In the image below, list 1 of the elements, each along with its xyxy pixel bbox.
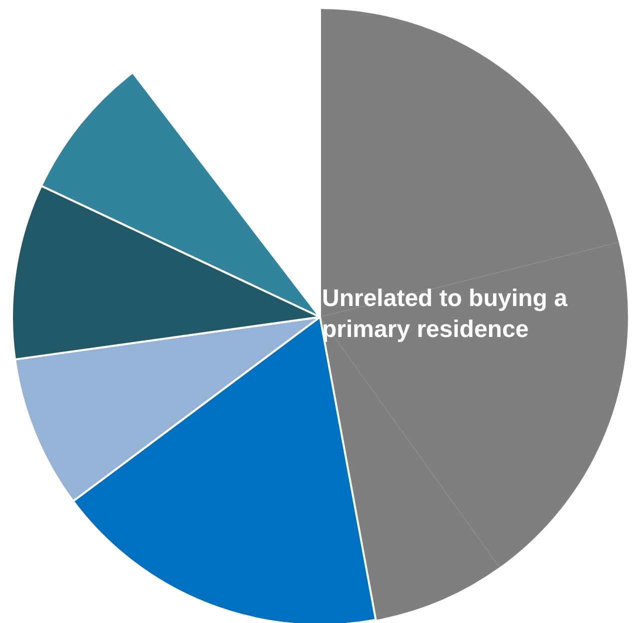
text: Unrelated to buying a primary residence bbox=[322, 285, 574, 343]
